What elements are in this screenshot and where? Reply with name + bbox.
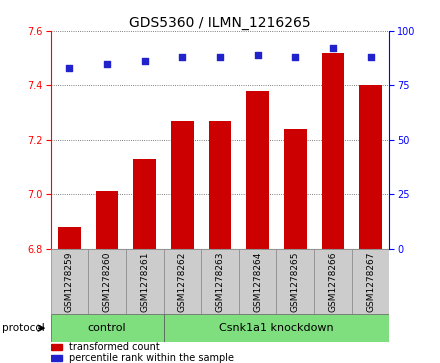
Bar bbox=[201, 249, 239, 314]
Text: GSM1278260: GSM1278260 bbox=[103, 251, 112, 311]
Bar bbox=[239, 249, 276, 314]
Text: Csnk1a1 knockdown: Csnk1a1 knockdown bbox=[219, 323, 334, 333]
Bar bbox=[352, 249, 389, 314]
Text: GSM1278265: GSM1278265 bbox=[291, 251, 300, 311]
Bar bbox=[359, 85, 382, 249]
Text: GSM1278267: GSM1278267 bbox=[366, 251, 375, 311]
Bar bbox=[164, 314, 389, 342]
Text: GSM1278261: GSM1278261 bbox=[140, 251, 149, 311]
Point bbox=[66, 65, 73, 71]
Point bbox=[179, 54, 186, 60]
Text: GSM1278264: GSM1278264 bbox=[253, 251, 262, 311]
Point bbox=[103, 61, 110, 66]
Text: percentile rank within the sample: percentile rank within the sample bbox=[69, 353, 234, 363]
Point bbox=[292, 54, 299, 60]
Text: GSM1278266: GSM1278266 bbox=[328, 251, 337, 311]
Point bbox=[330, 45, 337, 51]
Point bbox=[141, 58, 148, 64]
Text: control: control bbox=[88, 323, 126, 333]
Bar bbox=[51, 355, 62, 361]
Bar bbox=[51, 314, 164, 342]
Bar bbox=[164, 249, 201, 314]
Text: transformed count: transformed count bbox=[69, 342, 160, 352]
Bar bbox=[96, 191, 118, 249]
Text: GSM1278259: GSM1278259 bbox=[65, 251, 74, 311]
Bar bbox=[246, 91, 269, 249]
Point bbox=[216, 54, 224, 60]
Bar bbox=[133, 159, 156, 249]
Bar bbox=[126, 249, 164, 314]
Point bbox=[367, 54, 374, 60]
Title: GDS5360 / ILMN_1216265: GDS5360 / ILMN_1216265 bbox=[129, 16, 311, 30]
Text: protocol: protocol bbox=[2, 323, 45, 333]
Bar bbox=[58, 227, 81, 249]
Bar bbox=[51, 249, 88, 314]
Bar bbox=[322, 53, 344, 249]
Bar bbox=[51, 344, 62, 350]
Text: GSM1278262: GSM1278262 bbox=[178, 251, 187, 311]
Bar bbox=[314, 249, 352, 314]
Bar bbox=[209, 121, 231, 249]
Bar bbox=[171, 121, 194, 249]
Point bbox=[254, 52, 261, 58]
Bar bbox=[284, 129, 307, 249]
Bar bbox=[276, 249, 314, 314]
Text: GSM1278263: GSM1278263 bbox=[216, 251, 224, 311]
Bar bbox=[88, 249, 126, 314]
